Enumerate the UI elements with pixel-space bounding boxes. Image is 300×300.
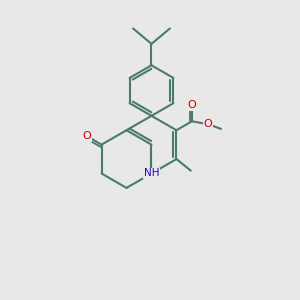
Text: O: O xyxy=(188,100,196,110)
Text: O: O xyxy=(82,131,91,141)
Text: O: O xyxy=(204,119,212,129)
Text: NH: NH xyxy=(144,169,159,178)
